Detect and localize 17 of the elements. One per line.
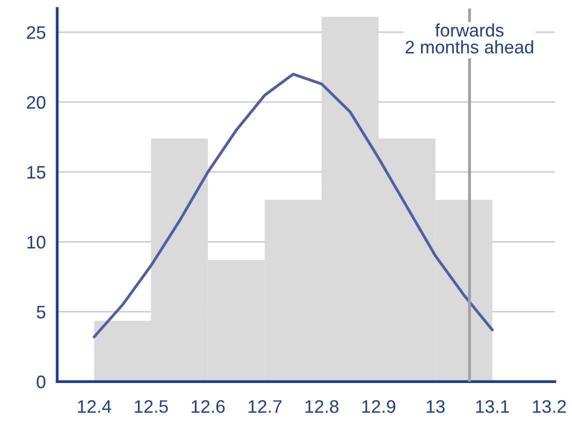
y-tick-label: 10	[27, 236, 46, 249]
ref-line-label: forwards 2 months ahead	[406, 23, 534, 54]
line-series	[92, 72, 494, 338]
x-tick-label: 12.4	[78, 400, 112, 413]
x-tick-label: 13.1	[476, 400, 509, 413]
x-tick-label: 13.2	[532, 400, 566, 413]
y-tick-label: 0	[36, 376, 46, 388]
x-tick-label: 13	[426, 400, 445, 413]
y-tick-label: 15	[27, 166, 46, 179]
x-tick-label: 12.9	[362, 400, 396, 413]
x-tick-label: 12.6	[192, 400, 225, 413]
y-tick-label: 20	[26, 96, 46, 109]
x-tick-label: 12.8	[305, 400, 338, 413]
y-tick-label: 5	[36, 306, 46, 318]
y-tick-label: 25	[26, 26, 46, 39]
x-tick-label: 12.7	[248, 400, 282, 413]
x-tick-label: 12.5	[134, 400, 168, 413]
